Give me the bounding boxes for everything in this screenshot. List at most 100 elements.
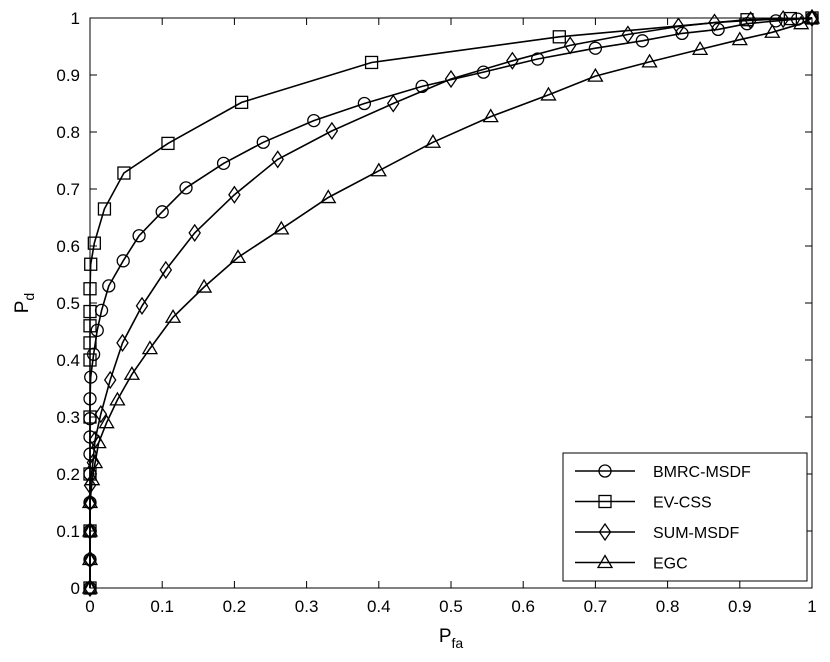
data-point (188, 223, 201, 243)
legend-entry: EGC (575, 554, 688, 573)
data-point (83, 282, 97, 296)
data-point (370, 162, 387, 177)
y-tick-label: 0.6 (56, 237, 80, 256)
data-point (424, 133, 442, 148)
data-point (83, 319, 97, 333)
y-tick-label: 0.2 (56, 465, 80, 484)
data-point (90, 323, 104, 338)
data-point (691, 41, 709, 55)
data-point (641, 53, 658, 68)
data-point (164, 308, 182, 323)
data-point (805, 8, 819, 28)
data-point (103, 370, 117, 390)
data-point (102, 279, 116, 293)
data-point (83, 336, 97, 350)
data-point (81, 494, 99, 509)
data-point (141, 340, 159, 355)
data-point (675, 26, 689, 41)
y-tick-label: 1 (71, 9, 80, 28)
x-tick-label: 0.7 (584, 597, 608, 616)
data-point (672, 17, 685, 36)
data-point (776, 9, 790, 29)
data-point (81, 551, 99, 566)
legend-entry: SUM-MSDF (575, 522, 739, 542)
data-point (769, 14, 783, 28)
series-layer (81, 8, 821, 598)
data-point (325, 121, 339, 141)
data-point (476, 65, 491, 79)
legend-entry: EV-CSS (575, 495, 712, 512)
legend-marker (596, 554, 614, 569)
data-point (552, 30, 566, 44)
data-point (588, 41, 603, 55)
y-tick-label: 0.8 (56, 123, 80, 142)
data-point (98, 414, 115, 429)
x-tick-label: 0 (85, 597, 94, 616)
x-tick-label: 0.1 (150, 597, 174, 616)
y-tick-label: 0.7 (56, 180, 80, 199)
data-point (83, 353, 97, 367)
legend-entry: BMRC-MSDF (575, 464, 751, 481)
y-tick-label: 0.5 (56, 294, 80, 313)
data-point (364, 55, 379, 70)
data-point (587, 67, 604, 82)
legend-box (562, 452, 808, 582)
data-point (307, 113, 321, 128)
y-axis-label: Pd (12, 293, 37, 313)
legend-label: EV-CSS (653, 495, 712, 512)
legend-marker (598, 464, 612, 478)
data-point (229, 249, 247, 264)
data-point (83, 410, 97, 424)
data-point (83, 304, 97, 319)
data-point (97, 202, 112, 216)
data-point (540, 86, 557, 101)
data-point (234, 95, 249, 110)
data-point (116, 254, 130, 268)
y-tick-label: 0 (71, 579, 80, 598)
legend-label: EGC (653, 556, 688, 573)
data-point (123, 365, 141, 380)
x-tick-label: 0.6 (511, 597, 535, 616)
x-axis-label-main: P (439, 626, 452, 647)
y-axis-label-main: P (12, 301, 33, 314)
y-axis-label-sub: d (21, 293, 37, 301)
data-point (90, 434, 107, 449)
x-tick-label: 1 (807, 597, 816, 616)
data-point (803, 9, 821, 24)
data-point (116, 333, 129, 353)
x-axis-label-sub: fa (452, 635, 464, 651)
data-point (117, 166, 131, 180)
data-point (159, 260, 173, 280)
data-point (87, 236, 101, 250)
data-point (731, 31, 748, 46)
legend-marker (598, 494, 612, 509)
data-point (84, 257, 98, 271)
data-point (135, 296, 149, 315)
series-line (89, 17, 813, 588)
data-point (109, 391, 126, 406)
tick-labels: 0 0.1 0.2 0.3 0.4 0.5 0.6 0.7 0.8 0.9 1 0 0.1 0.2 0.3 0… (56, 9, 816, 616)
legend-label: SUM-MSDF (653, 525, 739, 542)
data-point (482, 108, 499, 123)
data-point (161, 136, 175, 151)
x-tick-label: 0.9 (728, 597, 752, 616)
data-point (764, 23, 781, 38)
data-point (386, 94, 400, 113)
y-tick-label: 0.4 (56, 351, 80, 370)
legend-marker (598, 522, 612, 542)
data-point (271, 150, 285, 169)
data-point (195, 278, 213, 293)
legend-label: BMRC-MSDF (653, 464, 751, 481)
y-tick-label: 0.9 (56, 66, 80, 85)
series-ev-css (83, 11, 819, 595)
data-point (256, 135, 270, 149)
data-point (86, 453, 100, 472)
data-point (86, 454, 104, 469)
data-point (444, 69, 458, 89)
series-egc (81, 9, 821, 594)
x-tick-label: 0.2 (223, 597, 247, 616)
x-tick-label: 0.4 (367, 597, 391, 616)
x-tick-label: 0.5 (439, 597, 463, 616)
data-point (320, 189, 337, 204)
data-point (155, 205, 169, 219)
